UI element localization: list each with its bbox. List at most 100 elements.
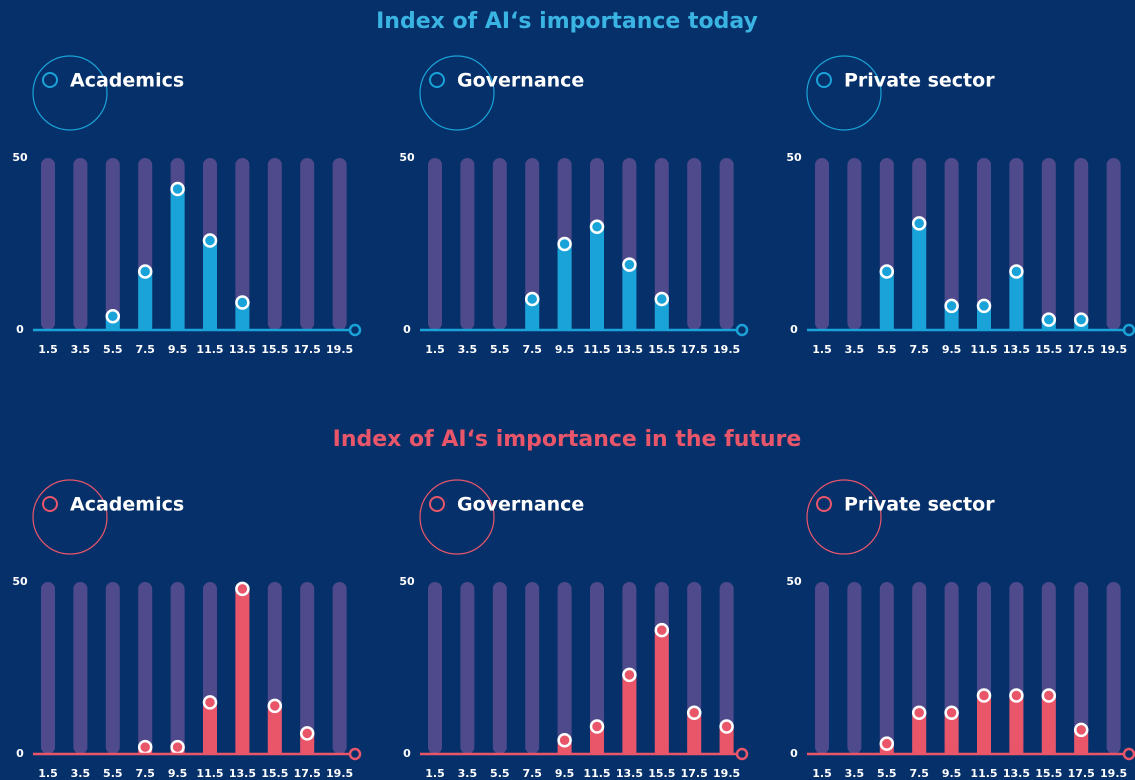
bar-track <box>815 582 829 754</box>
bar-track <box>332 582 347 754</box>
bar-track <box>944 158 959 330</box>
bar <box>203 702 217 754</box>
bar <box>1041 695 1056 754</box>
x-tick-label: 9.5 <box>555 767 575 780</box>
bar-track <box>105 582 120 754</box>
x-tick-label: 9.5 <box>168 767 188 780</box>
bar-track <box>525 158 540 330</box>
x-tick-label: 5.5 <box>490 343 510 356</box>
bar-dot <box>719 719 734 734</box>
bar-dot <box>686 705 702 720</box>
x-tick-label: 5.5 <box>490 767 510 780</box>
bar-track <box>332 158 347 330</box>
x-tick-label: 11.5 <box>970 343 997 356</box>
axis-end <box>735 323 749 337</box>
x-tick-label: 13.5 <box>229 767 256 780</box>
bar <box>267 705 282 754</box>
bar-track <box>847 158 862 330</box>
x-tick-label: 3.5 <box>845 767 865 780</box>
bar <box>203 240 217 330</box>
x-tick-label: 3.5 <box>71 343 91 356</box>
bar-track <box>525 582 540 754</box>
bar-dot <box>1009 264 1024 279</box>
x-tick-label: 1.5 <box>812 343 832 356</box>
bar <box>912 712 927 754</box>
title-icon <box>42 72 58 88</box>
bar-track <box>41 158 55 330</box>
bar-dot <box>170 739 185 755</box>
bar-track <box>1074 158 1089 330</box>
x-tick-label: 13.5 <box>1003 343 1030 356</box>
bar-track <box>73 158 88 330</box>
bar <box>944 712 959 754</box>
bar-dot <box>976 688 992 703</box>
x-tick-label: 15.5 <box>648 343 675 356</box>
bar-dot <box>654 622 670 638</box>
x-tick-label: 9.5 <box>555 343 575 356</box>
chart-title: Private sector <box>844 494 995 516</box>
decor-circle <box>32 55 108 131</box>
bar-dot <box>944 705 959 720</box>
y-tick-label: 50 <box>786 575 802 588</box>
bar <box>622 264 637 330</box>
x-tick-label: 11.5 <box>196 343 223 356</box>
bar-dot <box>589 219 605 235</box>
x-tick-label: 7.5 <box>135 767 155 780</box>
bar <box>590 226 604 330</box>
bar <box>654 630 669 754</box>
bar-dot <box>1073 312 1089 327</box>
y-tick-label: 50 <box>399 575 415 588</box>
x-tick-label: 17.5 <box>294 767 321 780</box>
x-tick-label: 15.5 <box>1035 343 1062 356</box>
bar <box>1009 695 1024 754</box>
decor-circle <box>806 55 882 131</box>
x-tick-label: 19.5 <box>713 767 740 780</box>
bar-dot <box>557 236 572 252</box>
x-tick-label: 1.5 <box>38 767 58 780</box>
x-tick-label: 3.5 <box>845 343 865 356</box>
bar-track <box>654 158 669 330</box>
x-tick-label: 13.5 <box>616 767 643 780</box>
x-tick-label: 13.5 <box>229 343 256 356</box>
bar-track <box>460 158 475 330</box>
x-tick-label: 1.5 <box>812 767 832 780</box>
bar <box>912 223 927 330</box>
x-tick-label: 17.5 <box>294 343 321 356</box>
x-tick-label: 15.5 <box>648 767 675 780</box>
axis-end <box>348 747 362 761</box>
bar-dot <box>654 291 670 307</box>
bar-track <box>235 158 250 330</box>
x-tick-label: 7.5 <box>522 343 542 356</box>
decor-circle <box>419 55 495 131</box>
bar <box>719 726 734 754</box>
bar-dot <box>137 264 153 279</box>
bar-dot <box>105 308 121 324</box>
x-tick-label: 9.5 <box>942 767 962 780</box>
bar-dot <box>1041 312 1057 327</box>
x-tick-label: 9.5 <box>942 343 962 356</box>
x-tick-label: 3.5 <box>71 767 91 780</box>
section-title: Index of AI‘s importance today <box>376 9 758 34</box>
bar-track <box>428 582 442 754</box>
bar-track <box>719 582 734 754</box>
x-tick-label: 5.5 <box>877 767 897 780</box>
x-tick-label: 13.5 <box>616 343 643 356</box>
x-tick-label: 17.5 <box>681 767 708 780</box>
bar-dot <box>137 739 153 755</box>
bar-track <box>300 582 315 754</box>
x-tick-label: 1.5 <box>425 343 445 356</box>
x-tick-label: 9.5 <box>168 343 188 356</box>
x-tick-label: 11.5 <box>583 767 610 780</box>
y-tick-label: 0 <box>403 747 411 760</box>
bar-track <box>170 582 185 754</box>
title-icon <box>816 72 832 88</box>
x-tick-label: 7.5 <box>909 343 929 356</box>
x-tick-label: 1.5 <box>425 767 445 780</box>
axis-end <box>348 323 362 337</box>
x-tick-label: 5.5 <box>103 767 123 780</box>
decor-circle <box>419 479 495 555</box>
bar-track <box>1041 158 1056 330</box>
title-icon <box>429 496 445 512</box>
x-tick-label: 13.5 <box>1003 767 1030 780</box>
chart-title: Academics <box>70 494 184 516</box>
